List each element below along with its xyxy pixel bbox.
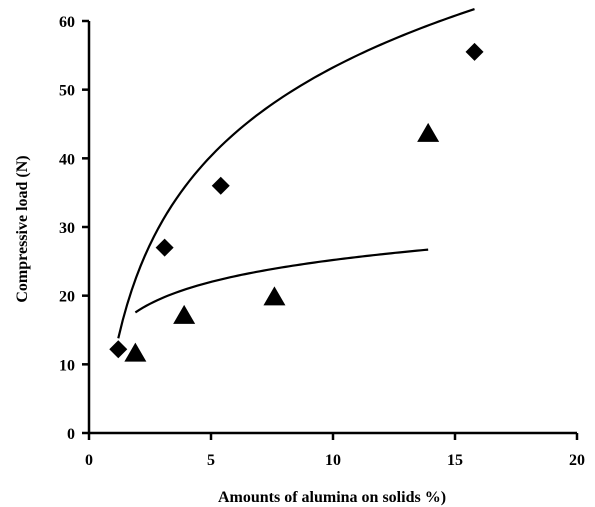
y-tick-label: 0 — [67, 426, 75, 443]
y-tick-label: 10 — [59, 357, 75, 374]
tick-labels: 0 10 20 30 40 50 60 0 5 10 15 20 — [59, 14, 585, 469]
trendline-2 — [134, 248, 429, 314]
y-tick-label: 30 — [59, 220, 75, 237]
x-tick-label: 10 — [325, 452, 341, 469]
triangle-point — [173, 304, 196, 324]
x-tick-label: 5 — [207, 452, 215, 469]
x-tick-label: 15 — [447, 452, 463, 469]
trendline-1 — [117, 8, 475, 339]
x-axis-title: Amounts of alumina on solids %) — [218, 489, 446, 506]
y-tick-label: 20 — [59, 289, 75, 306]
y-tick-label: 40 — [59, 151, 75, 168]
tick-marks — [82, 19, 579, 440]
x-tick-label: 0 — [85, 452, 93, 469]
triangle-point — [417, 122, 440, 142]
diamond-point — [211, 176, 230, 195]
data-markers — [109, 42, 484, 362]
diamond-point — [155, 238, 174, 257]
triangle-point — [124, 342, 147, 362]
triangle-point — [263, 286, 286, 306]
y-tick-label: 50 — [59, 83, 75, 100]
trendlines — [117, 8, 475, 339]
diamond-point — [465, 42, 484, 61]
x-tick-label: 20 — [569, 452, 585, 469]
y-tick-label: 60 — [59, 14, 75, 31]
diamond-point — [109, 340, 128, 359]
axes — [87, 21, 577, 435]
y-axis-title: Compressive load (N) — [14, 155, 31, 302]
